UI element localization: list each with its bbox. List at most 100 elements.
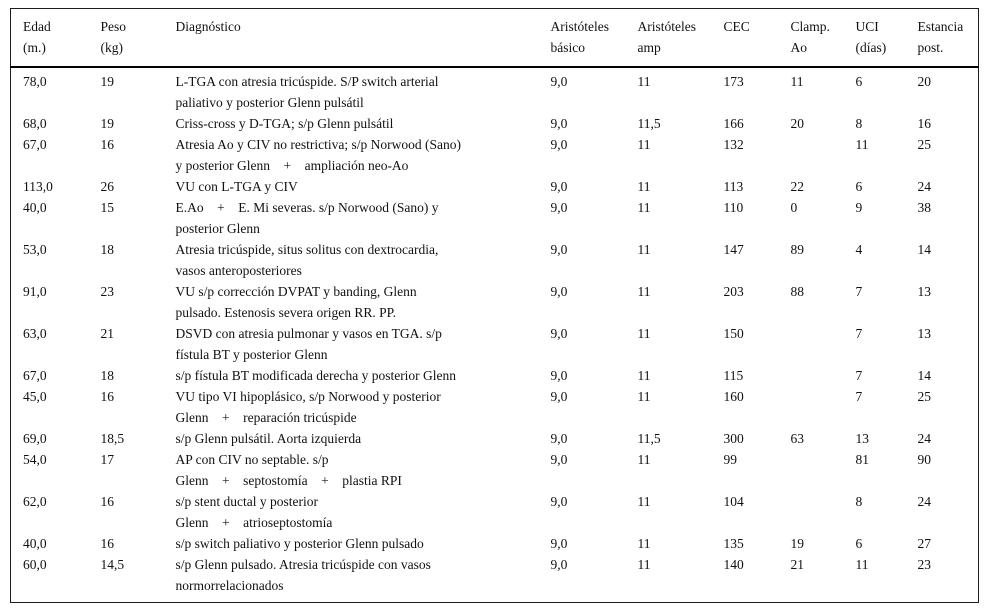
cell-peso: 16 [100, 389, 115, 404]
cell-clamp_ao [791, 323, 856, 365]
cell-uci: 4 [855, 242, 863, 257]
cell-clamp_ao [791, 491, 856, 533]
table-header-row: Edad (m.) Peso (kg) Diagnóstico Aristóteles… [10, 8, 979, 68]
cell-clamp_ao: 63 [790, 431, 805, 446]
column-header-aristoteles_basico: Aristóteles básico [550, 8, 638, 68]
cell-estancia_post: 25 [917, 389, 932, 404]
cell-aristoteles_basico: 9,0 [550, 494, 568, 509]
table-row: 63,0 21 DSVD con atresia pulmonar y vasos … [11, 323, 979, 365]
cell-peso: 14,5 [100, 557, 125, 572]
cell-diagnostico: s/p Glenn pulsátil. Aorta izquierda [175, 431, 362, 446]
cell-clamp_ao: 88 [790, 284, 805, 299]
cell-diagnostico: s/p fístula BT modificada derecha y post… [175, 368, 457, 383]
cell-edad: 91,0 [23, 284, 47, 299]
cell-edad: 54,0 [23, 452, 47, 467]
patients-table: Edad (m.) Peso (kg) Diagnóstico Aristóteles… [10, 8, 979, 603]
cell-aristoteles_amp: 11,5 [637, 116, 661, 131]
cell-aristoteles_amp: 11 [637, 200, 651, 215]
cell-peso: 17 [100, 452, 115, 467]
cell-peso: 16 [100, 536, 115, 551]
cell-clamp_ao: 21 [790, 557, 805, 572]
cell-edad: 68,0 [23, 116, 47, 131]
cell-aristoteles_basico: 9,0 [550, 326, 568, 341]
table-row: 62,0 16 s/p stent ductal y posterior Glenn… [11, 491, 979, 533]
table-body: 78,0 19 L-TGA con atresia tricúspide. S/P … [11, 67, 979, 603]
cell-cec: 104 [723, 494, 744, 509]
cell-edad: 67,0 [23, 368, 47, 383]
table-header: Edad (m.) Peso (kg) Diagnóstico Aristóteles… [10, 8, 979, 68]
cell-peso: 18 [100, 368, 115, 383]
cell-uci: 8 [855, 116, 863, 131]
cell-cec: 166 [723, 116, 744, 131]
cell-uci: 11 [855, 137, 869, 152]
cell-estancia_post: 14 [917, 242, 932, 257]
table-row: 113,0 26 VU con L-TGA y CIV 9,0 11 113 22 6 24 [11, 176, 979, 197]
table-row: 67,0 18 s/p fístula BT modificada derecha … [11, 365, 979, 386]
cell-aristoteles_basico: 9,0 [550, 116, 568, 131]
cell-cec: 135 [723, 536, 744, 551]
cell-cec: 115 [723, 368, 744, 383]
cell-estancia_post: 38 [917, 200, 932, 215]
cell-clamp_ao [791, 365, 856, 386]
cell-cec: 147 [723, 242, 744, 257]
column-header-edad: Edad (m.) [10, 8, 101, 68]
cell-aristoteles_basico: 9,0 [550, 74, 568, 89]
cell-edad: 53,0 [23, 242, 47, 257]
cell-estancia_post: 27 [917, 536, 932, 551]
cell-cec: 150 [723, 326, 744, 341]
table-row: 54,0 17 AP con CIV no septable. s/p Glenn … [11, 449, 979, 491]
cell-estancia_post: 13 [917, 284, 932, 299]
cell-cec: 140 [723, 557, 744, 572]
cell-aristoteles_amp: 11,5 [637, 431, 661, 446]
cell-aristoteles_amp: 11 [637, 368, 651, 383]
cell-cec: 113 [723, 179, 744, 194]
cell-estancia_post: 24 [917, 494, 932, 509]
cell-uci: 11 [855, 557, 869, 572]
cell-diagnostico: VU s/p corrección DVPAT y banding, Glenn… [175, 284, 417, 320]
cell-clamp_ao: 11 [790, 74, 804, 89]
cell-cec: 203 [723, 284, 744, 299]
cell-aristoteles_basico: 9,0 [550, 452, 568, 467]
cell-aristoteles_amp: 11 [637, 494, 651, 509]
cell-edad: 40,0 [23, 536, 47, 551]
cell-aristoteles_basico: 9,0 [550, 179, 568, 194]
table-row: 91,0 23 VU s/p corrección DVPAT y banding,… [11, 281, 979, 323]
cell-diagnostico: s/p stent ductal y posterior Glenn + atr… [175, 494, 333, 530]
cell-aristoteles_amp: 11 [637, 242, 651, 257]
cell-edad: 78,0 [23, 74, 47, 89]
cell-uci: 6 [855, 179, 863, 194]
cell-peso: 15 [100, 200, 115, 215]
cell-edad: 45,0 [23, 389, 47, 404]
table-row: 69,0 18,5 s/p Glenn pulsátil. Aorta izquie… [11, 428, 979, 449]
cell-estancia_post: 25 [917, 137, 932, 152]
cell-aristoteles_basico: 9,0 [550, 200, 568, 215]
cell-aristoteles_basico: 9,0 [550, 557, 568, 572]
cell-estancia_post: 14 [917, 368, 932, 383]
cell-aristoteles_amp: 11 [637, 452, 651, 467]
cell-diagnostico: Atresia Ao y CIV no restrictiva; s/p Nor… [175, 137, 461, 173]
cell-uci: 6 [855, 74, 863, 89]
cell-estancia_post: 23 [917, 557, 932, 572]
cell-clamp_ao: 22 [790, 179, 805, 194]
cell-peso: 23 [100, 284, 115, 299]
cell-peso: 18,5 [100, 431, 125, 446]
cell-uci: 13 [855, 431, 870, 446]
column-header-peso: Peso (kg) [100, 8, 176, 68]
cell-diagnostico: Atresia tricúspide, situs solitus con de… [175, 242, 439, 278]
table-row: 53,0 18 Atresia tricúspide, situs solitus … [11, 239, 979, 281]
table-row: 40,0 15 E.Ao + E. Mi severas. s/p Norwood … [11, 197, 979, 239]
cell-clamp_ao [791, 449, 856, 491]
cell-cec: 132 [723, 137, 744, 152]
cell-cec: 160 [723, 389, 744, 404]
cell-aristoteles_amp: 11 [637, 74, 651, 89]
cell-peso: 16 [100, 137, 115, 152]
cell-aristoteles_basico: 9,0 [550, 242, 568, 257]
cell-clamp_ao: 19 [790, 536, 805, 551]
table-row: 45,0 16 VU tipo VI hipoplásico, s/p Norwoo… [11, 386, 979, 428]
cell-edad: 40,0 [23, 200, 47, 215]
cell-aristoteles_amp: 11 [637, 557, 651, 572]
column-header-clamp_ao: Clamp. Ao [790, 8, 856, 68]
cell-aristoteles_basico: 9,0 [550, 536, 568, 551]
cell-edad: 62,0 [23, 494, 47, 509]
cell-aristoteles_amp: 11 [637, 326, 651, 341]
